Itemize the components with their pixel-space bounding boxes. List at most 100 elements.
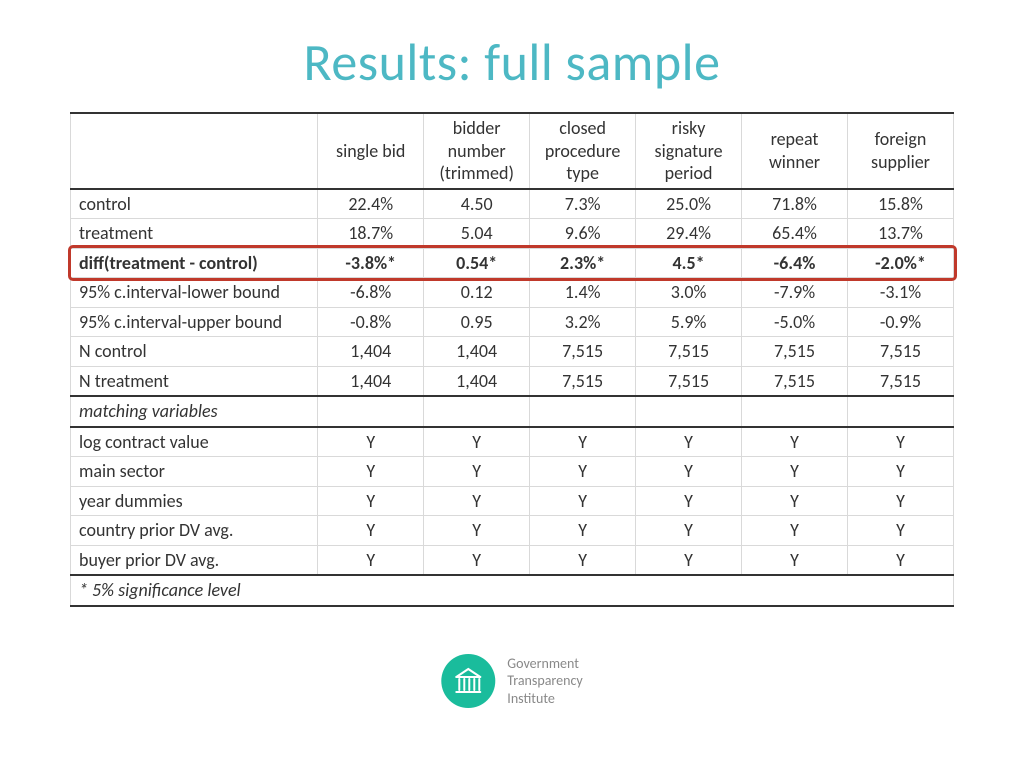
cell: 7,515 (636, 337, 742, 367)
cell: 7,515 (848, 366, 954, 396)
cell: 1,404 (424, 366, 530, 396)
cell: Y (318, 545, 424, 575)
row-label: main sector (71, 457, 318, 487)
cell: -0.8% (318, 307, 424, 337)
cell: 9.6% (530, 219, 636, 249)
cell: 5.9% (636, 307, 742, 337)
cell: 1,404 (318, 337, 424, 367)
cell: Y (530, 516, 636, 546)
row-label: log contract value (71, 427, 318, 457)
table-row: diff(treatment - control)-3.8%*0.54*2.3%… (71, 248, 954, 278)
cell: Y (530, 457, 636, 487)
row-label: control (71, 189, 318, 219)
cell: Y (424, 427, 530, 457)
cell: Y (848, 457, 954, 487)
cell: -6.4% (742, 248, 848, 278)
header-blank (71, 113, 318, 189)
cell: 3.0% (636, 278, 742, 308)
cell: 29.4% (636, 219, 742, 249)
row-label: 95% c.interval-lower bound (71, 278, 318, 308)
table-row: country prior DV avg.YYYYYY (71, 516, 954, 546)
slide-title: Results: full sample (70, 30, 954, 94)
cell: -3.8%* (318, 248, 424, 278)
results-table: single bidbidder number (trimmed)closed … (70, 112, 954, 607)
table-row: log contract valueYYYYYY (71, 427, 954, 457)
cell: -2.0%* (848, 248, 954, 278)
cell: -7.9% (742, 278, 848, 308)
cell: 1,404 (424, 337, 530, 367)
table-row: N control1,4041,4047,5157,5157,5157,515 (71, 337, 954, 367)
table-row: main sectorYYYYYY (71, 457, 954, 487)
cell: 7,515 (530, 337, 636, 367)
cell: Y (742, 516, 848, 546)
logo-icon (441, 654, 495, 708)
row-label: treatment (71, 219, 318, 249)
cell: Y (636, 457, 742, 487)
cell: 71.8% (742, 189, 848, 219)
table-row: buyer prior DV avg.YYYYYY (71, 545, 954, 575)
cell: Y (636, 427, 742, 457)
cell (318, 396, 424, 427)
logo-text-line: Transparency (507, 672, 582, 690)
col-header: risky signature period (636, 113, 742, 189)
cell: -6.8% (318, 278, 424, 308)
cell: 15.8% (848, 189, 954, 219)
cell: 1.4% (530, 278, 636, 308)
cell (742, 396, 848, 427)
cell: Y (530, 545, 636, 575)
row-label: country prior DV avg. (71, 516, 318, 546)
footer-logo: GovernmentTransparencyInstitute (441, 654, 582, 708)
col-header: bidder number (trimmed) (424, 113, 530, 189)
cell: Y (424, 457, 530, 487)
cell: 7,515 (848, 337, 954, 367)
table-row: control22.4%4.507.3%25.0%71.8%15.8% (71, 189, 954, 219)
logo-text-line: Institute (507, 690, 582, 708)
table-row: matching variables (71, 396, 954, 427)
cell: Y (848, 545, 954, 575)
table-row: 95% c.interval-upper bound-0.8%0.953.2%5… (71, 307, 954, 337)
row-label: 95% c.interval-upper bound (71, 307, 318, 337)
cell: 0.54* (424, 248, 530, 278)
cell: 13.7% (848, 219, 954, 249)
cell: 0.95 (424, 307, 530, 337)
cell: Y (424, 545, 530, 575)
cell: 25.0% (636, 189, 742, 219)
cell: 7,515 (742, 337, 848, 367)
slide: Results: full sample single bidbidder nu… (0, 0, 1024, 768)
cell: Y (848, 516, 954, 546)
cell: Y (530, 427, 636, 457)
cell: 7.3% (530, 189, 636, 219)
cell: Y (742, 486, 848, 516)
table-row: year dummiesYYYYYY (71, 486, 954, 516)
cell: 4.5* (636, 248, 742, 278)
cell: Y (848, 486, 954, 516)
cell: 7,515 (530, 366, 636, 396)
cell: 0.12 (424, 278, 530, 308)
cell (424, 396, 530, 427)
cell (636, 396, 742, 427)
cell: 4.50 (424, 189, 530, 219)
cell: Y (318, 486, 424, 516)
row-label: matching variables (71, 396, 318, 427)
table-header-row: single bidbidder number (trimmed)closed … (71, 113, 954, 189)
table-row: 95% c.interval-lower bound-6.8%0.121.4%3… (71, 278, 954, 308)
cell: 22.4% (318, 189, 424, 219)
footnote-text: * 5% significance level (71, 575, 954, 606)
cell: Y (742, 457, 848, 487)
cell: 2.3%* (530, 248, 636, 278)
logo-text: GovernmentTransparencyInstitute (507, 655, 582, 708)
cell: Y (742, 427, 848, 457)
cell: 1,404 (318, 366, 424, 396)
cell: Y (424, 486, 530, 516)
cell: 3.2% (530, 307, 636, 337)
cell (530, 396, 636, 427)
table-row: treatment18.7%5.049.6%29.4%65.4%13.7% (71, 219, 954, 249)
cell: Y (318, 516, 424, 546)
cell: 7,515 (742, 366, 848, 396)
cell: Y (318, 427, 424, 457)
table-row: N treatment1,4041,4047,5157,5157,5157,51… (71, 366, 954, 396)
cell: Y (742, 545, 848, 575)
row-label: buyer prior DV avg. (71, 545, 318, 575)
cell: -3.1% (848, 278, 954, 308)
cell (848, 396, 954, 427)
